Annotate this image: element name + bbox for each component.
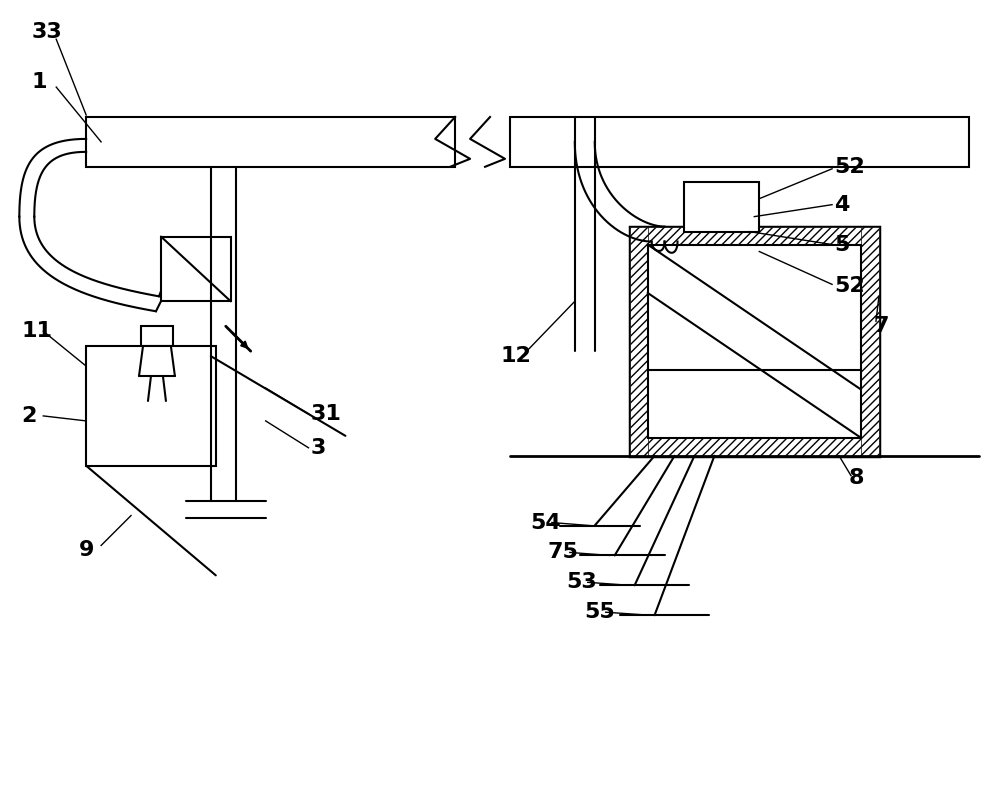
- Bar: [630, 226, 879, 456]
- Text: 75: 75: [548, 542, 579, 563]
- Text: 52: 52: [834, 277, 865, 296]
- Bar: [861, 226, 879, 456]
- Text: 2: 2: [21, 406, 37, 426]
- Text: 31: 31: [311, 404, 341, 424]
- Text: 33: 33: [31, 22, 62, 42]
- Text: 5: 5: [834, 234, 849, 255]
- Bar: [161, 237, 231, 301]
- Text: 54: 54: [530, 512, 561, 533]
- Bar: [141, 326, 173, 346]
- Bar: [630, 438, 879, 456]
- Bar: [510, 117, 969, 167]
- Text: 53: 53: [566, 572, 597, 593]
- Bar: [86, 346, 216, 466]
- Text: 11: 11: [21, 321, 52, 341]
- Text: 52: 52: [834, 156, 865, 177]
- Text: 7: 7: [874, 316, 889, 336]
- Text: 1: 1: [31, 72, 47, 92]
- Bar: [630, 226, 648, 456]
- Bar: [648, 244, 861, 438]
- Text: 12: 12: [500, 346, 531, 366]
- Text: 55: 55: [584, 602, 615, 623]
- Bar: [86, 117, 455, 167]
- Text: 9: 9: [79, 541, 95, 560]
- Text: 3: 3: [311, 438, 326, 457]
- Bar: [630, 226, 879, 244]
- Bar: [684, 182, 759, 232]
- Text: 4: 4: [834, 195, 849, 215]
- Text: 8: 8: [849, 468, 865, 487]
